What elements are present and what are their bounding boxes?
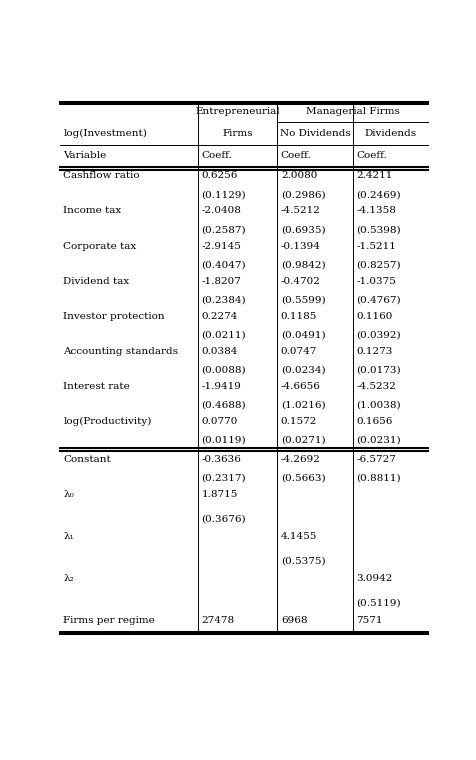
Text: 2.0080: 2.0080 xyxy=(281,171,317,180)
Text: 6968: 6968 xyxy=(281,616,307,625)
Text: (0.0271): (0.0271) xyxy=(281,436,326,445)
Text: (0.4047): (0.4047) xyxy=(201,261,246,269)
Text: Corporate tax: Corporate tax xyxy=(63,242,137,251)
Text: (0.8811): (0.8811) xyxy=(357,473,401,483)
Text: (0.1129): (0.1129) xyxy=(201,190,246,199)
Text: (0.0119): (0.0119) xyxy=(201,436,246,445)
Text: 4.1455: 4.1455 xyxy=(281,532,317,541)
Text: 0.1572: 0.1572 xyxy=(281,417,317,426)
Text: Firms: Firms xyxy=(222,129,253,138)
Text: -0.4702: -0.4702 xyxy=(281,277,321,286)
Text: (0.9842): (0.9842) xyxy=(281,261,326,269)
Text: (0.0173): (0.0173) xyxy=(357,366,401,375)
Text: 0.1160: 0.1160 xyxy=(357,312,393,321)
Text: -1.0375: -1.0375 xyxy=(357,277,397,286)
Text: Coeff.: Coeff. xyxy=(201,151,232,160)
Text: 0.1185: 0.1185 xyxy=(281,312,317,321)
Text: (0.8257): (0.8257) xyxy=(357,261,401,269)
Text: (0.2986): (0.2986) xyxy=(281,190,326,199)
Text: 0.0747: 0.0747 xyxy=(281,347,317,356)
Text: -2.9145: -2.9145 xyxy=(201,242,241,251)
Text: (0.5599): (0.5599) xyxy=(281,296,326,305)
Text: 0.0770: 0.0770 xyxy=(201,417,238,426)
Text: Accounting standards: Accounting standards xyxy=(63,347,178,356)
Text: Variable: Variable xyxy=(63,151,107,160)
Text: 0.6256: 0.6256 xyxy=(201,171,238,180)
Text: Dividends: Dividends xyxy=(365,129,416,138)
Text: λ₂: λ₂ xyxy=(63,574,74,583)
Text: -4.5212: -4.5212 xyxy=(281,207,321,216)
Text: -4.5232: -4.5232 xyxy=(357,382,397,391)
Text: Managerial Firms: Managerial Firms xyxy=(306,106,400,116)
Text: 2.4211: 2.4211 xyxy=(357,171,393,180)
Text: (0.2587): (0.2587) xyxy=(201,225,246,234)
Text: (1.0216): (1.0216) xyxy=(281,401,326,410)
Text: (0.6935): (0.6935) xyxy=(281,225,326,234)
Text: Dividend tax: Dividend tax xyxy=(63,277,129,286)
Text: Constant: Constant xyxy=(63,454,111,464)
Text: No Dividends: No Dividends xyxy=(279,129,350,138)
Text: log(Productivity): log(Productivity) xyxy=(63,417,151,426)
Text: (1.0038): (1.0038) xyxy=(357,401,401,410)
Text: -0.3636: -0.3636 xyxy=(201,454,241,464)
Text: Coeff.: Coeff. xyxy=(281,151,312,160)
Text: 0.0384: 0.0384 xyxy=(201,347,238,356)
Text: (0.5375): (0.5375) xyxy=(281,556,326,565)
Text: 0.2274: 0.2274 xyxy=(201,312,238,321)
Text: -1.8207: -1.8207 xyxy=(201,277,241,286)
Text: -6.5727: -6.5727 xyxy=(357,454,397,464)
Text: λ₁: λ₁ xyxy=(63,532,74,541)
Text: (0.0088): (0.0088) xyxy=(201,366,246,375)
Text: 27478: 27478 xyxy=(201,616,235,625)
Text: (0.4767): (0.4767) xyxy=(357,296,401,305)
Text: -1.9419: -1.9419 xyxy=(201,382,241,391)
Text: -2.0408: -2.0408 xyxy=(201,207,241,216)
Text: 0.1656: 0.1656 xyxy=(357,417,393,426)
Text: (0.5398): (0.5398) xyxy=(357,225,401,234)
Text: -0.1394: -0.1394 xyxy=(281,242,321,251)
Text: Interest rate: Interest rate xyxy=(63,382,130,391)
Text: (0.2384): (0.2384) xyxy=(201,296,246,305)
Text: (0.0392): (0.0392) xyxy=(357,331,401,340)
Text: -1.5211: -1.5211 xyxy=(357,242,397,251)
Text: 0.1273: 0.1273 xyxy=(357,347,393,356)
Text: -4.2692: -4.2692 xyxy=(281,454,321,464)
Text: 3.0942: 3.0942 xyxy=(357,574,393,583)
Text: Coeff.: Coeff. xyxy=(357,151,387,160)
Text: (0.4688): (0.4688) xyxy=(201,401,246,410)
Text: (0.2469): (0.2469) xyxy=(357,190,401,199)
Text: Income tax: Income tax xyxy=(63,207,121,216)
Text: 7571: 7571 xyxy=(357,616,383,625)
Text: (0.0234): (0.0234) xyxy=(281,366,326,375)
Text: Cashflow ratio: Cashflow ratio xyxy=(63,171,140,180)
Text: Investor protection: Investor protection xyxy=(63,312,165,321)
Text: (0.5119): (0.5119) xyxy=(357,599,401,607)
Text: 1.8715: 1.8715 xyxy=(201,489,238,499)
Text: Entrepreneurial: Entrepreneurial xyxy=(195,106,280,116)
Text: Firms per regime: Firms per regime xyxy=(63,616,155,625)
Text: λ₀: λ₀ xyxy=(63,489,74,499)
Text: (0.0491): (0.0491) xyxy=(281,331,326,340)
Text: (0.5663): (0.5663) xyxy=(281,473,326,483)
Text: (0.0231): (0.0231) xyxy=(357,436,401,445)
Text: log(Investment): log(Investment) xyxy=(63,129,147,138)
Text: (0.2317): (0.2317) xyxy=(201,473,246,483)
Text: -4.1358: -4.1358 xyxy=(357,207,397,216)
Text: (0.3676): (0.3676) xyxy=(201,515,246,524)
Text: (0.0211): (0.0211) xyxy=(201,331,246,340)
Text: -4.6656: -4.6656 xyxy=(281,382,321,391)
